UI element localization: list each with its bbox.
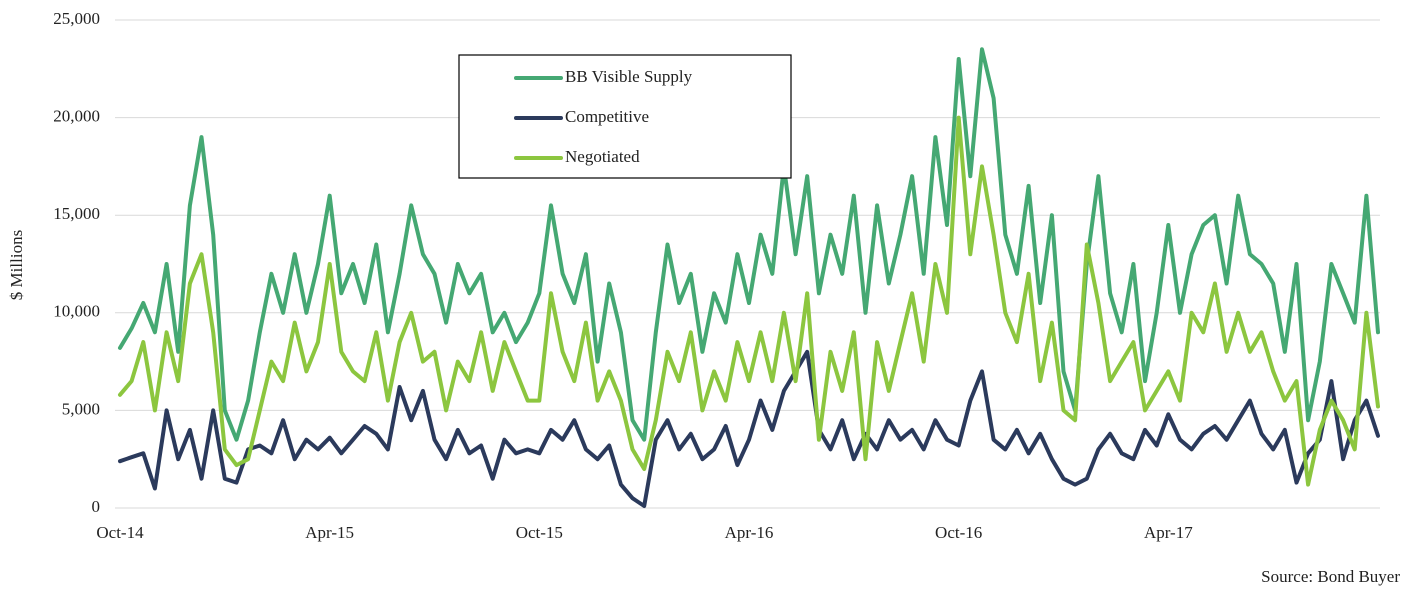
y-axis-label: $ Millions <box>7 230 26 300</box>
legend: BB Visible Supply Competitive Negotiated <box>458 54 792 179</box>
source-note: Source: Bond Buyer <box>1261 567 1400 586</box>
x-tick-label: Oct-14 <box>96 523 144 542</box>
x-tick-label: Oct-15 <box>516 523 563 542</box>
y-tick-label: 25,000 <box>53 9 100 28</box>
y-tick-label: 10,000 <box>53 302 100 321</box>
x-tick-label: Apr-15 <box>305 523 354 542</box>
y-tick-label: 15,000 <box>53 204 100 223</box>
y-tick-label: 5,000 <box>62 399 100 418</box>
legend-label: Competitive <box>565 107 649 126</box>
legend-label: Negotiated <box>565 147 640 166</box>
series-line <box>118 349 1380 508</box>
x-tick-label: Oct-16 <box>935 523 982 542</box>
x-tick-label: Apr-17 <box>1144 523 1193 542</box>
legend-label: BB Visible Supply <box>565 67 693 86</box>
y-tick-label: 20,000 <box>53 107 100 126</box>
y-tick-label: 0 <box>92 497 101 516</box>
series-line <box>118 115 1380 487</box>
series-line <box>118 47 1380 442</box>
x-tick-label: Apr-16 <box>725 523 774 542</box>
